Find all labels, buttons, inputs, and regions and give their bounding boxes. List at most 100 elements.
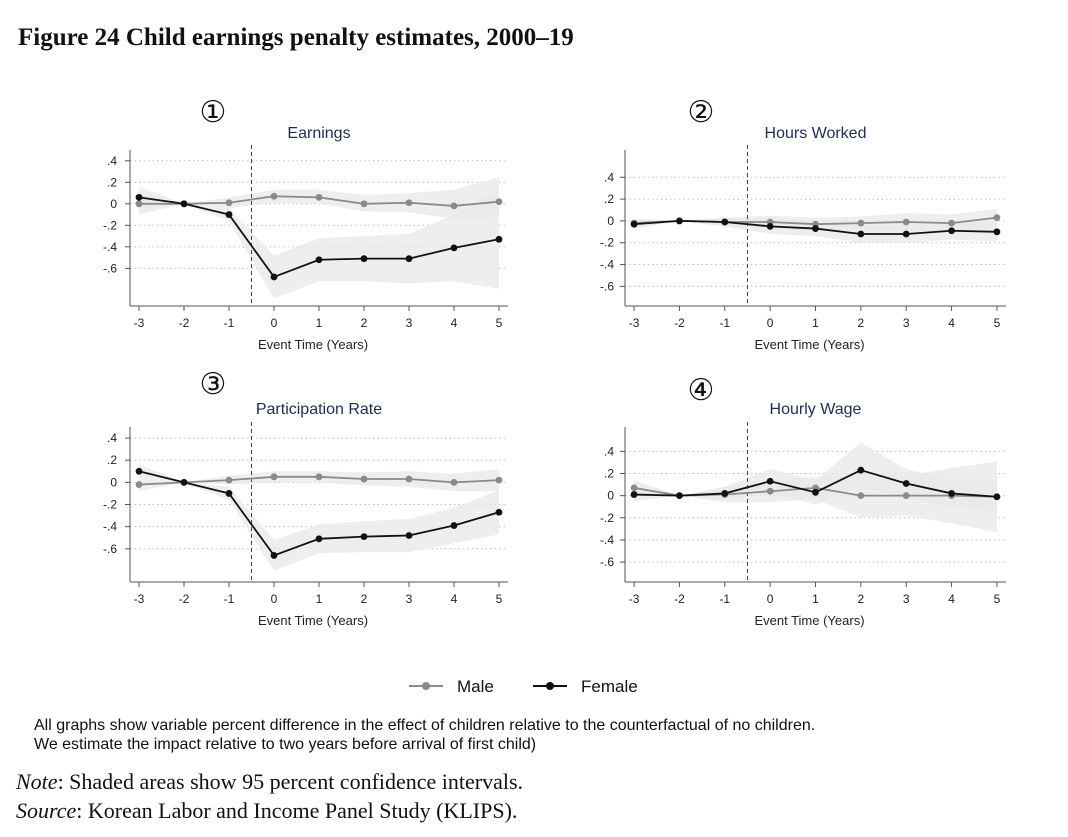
panel-4: ④ Hourly Wage .4 .2 0 -.2 -.4 -.6 -3 -2 -1 0 1 2 3 4 5 Ev… xyxy=(600,374,1006,628)
x-tick-label: 5 xyxy=(496,592,503,606)
panel-title: Hours Worked xyxy=(765,125,867,142)
y-tick-label: -.6 xyxy=(600,555,614,569)
x-tick-label: 2 xyxy=(858,592,865,606)
x-tick-label: 3 xyxy=(903,316,910,330)
source-label: Source xyxy=(16,798,77,823)
data-point-male xyxy=(225,199,233,207)
y-tick-label: -.4 xyxy=(103,520,117,534)
x-tick-label: -1 xyxy=(719,592,730,606)
data-point-female xyxy=(315,535,323,543)
data-point-female xyxy=(360,255,368,263)
y-tick-label: -.2 xyxy=(103,218,117,232)
panel-1: ① Earnings .4 .2 0 -.2 -.4 -.6 -3 -2 -1 0 1 2 3 4 5 Event… xyxy=(103,96,508,352)
x-tick-label: 4 xyxy=(948,592,955,606)
y-tick-label: 0 xyxy=(110,197,117,211)
caption: All graphs show variable percent differe… xyxy=(34,716,815,754)
y-tick-label: -.6 xyxy=(103,261,117,275)
data-point-female xyxy=(135,467,143,475)
x-axis-label: Event Time (Years) xyxy=(754,337,864,352)
y-tick-label: -.4 xyxy=(600,533,614,547)
data-point-female xyxy=(812,225,819,232)
y-tick-label: -.4 xyxy=(103,240,117,254)
x-tick-label: -3 xyxy=(629,592,640,606)
y-tick-label: -.2 xyxy=(103,498,117,512)
x-tick-label: 3 xyxy=(406,592,413,606)
data-point-female xyxy=(450,244,458,252)
x-tick-label: -3 xyxy=(134,316,145,330)
x-tick-label: 1 xyxy=(812,316,819,330)
data-point-female xyxy=(857,466,865,474)
figure-title: Figure 24 Child earnings penalty estimat… xyxy=(18,24,574,51)
data-point-female xyxy=(495,235,503,243)
caption-line-1: All graphs show variable percent differe… xyxy=(34,717,816,734)
data-point-male xyxy=(135,200,143,208)
y-tick-label: 0 xyxy=(607,214,614,228)
data-point-female xyxy=(450,522,458,529)
data-point-female xyxy=(948,227,955,235)
data-point-male xyxy=(766,487,774,495)
data-point-male xyxy=(360,475,368,483)
x-axis-label: Event Time (Years) xyxy=(258,337,368,352)
y-tick-label: -.2 xyxy=(600,236,614,250)
data-point-female xyxy=(993,493,1001,501)
data-point-female xyxy=(902,480,910,487)
x-tick-label: -2 xyxy=(674,316,685,330)
note-text: : Shaded areas show 95 percent confidenc… xyxy=(57,769,524,794)
y-tick-label: .4 xyxy=(107,154,117,168)
x-tick-label: -3 xyxy=(629,316,640,330)
x-tick-label: -2 xyxy=(179,316,190,330)
notes: Note: Shaded areas show 95 percent confi… xyxy=(16,767,523,825)
x-tick-label: 2 xyxy=(361,316,368,330)
y-tick-label: .2 xyxy=(604,467,614,481)
x-tick-label: 4 xyxy=(451,592,458,606)
data-point-female xyxy=(766,477,774,485)
data-point-male xyxy=(857,492,865,500)
note-label: Note xyxy=(16,769,58,794)
data-point-female xyxy=(270,552,278,559)
x-tick-label: -2 xyxy=(674,592,685,606)
y-tick-label: -.2 xyxy=(600,511,614,525)
panel-number-marker: ② xyxy=(688,96,715,129)
x-tick-label: 1 xyxy=(316,316,323,330)
y-tick-label: -.6 xyxy=(600,279,614,293)
data-point-female xyxy=(495,508,503,516)
x-tick-label: -1 xyxy=(719,316,730,330)
data-point-female xyxy=(225,211,233,218)
y-tick-label: .4 xyxy=(107,431,117,445)
data-point-female xyxy=(630,220,638,228)
x-tick-label: 4 xyxy=(948,316,955,330)
data-point-male xyxy=(450,478,458,486)
x-tick-label: 0 xyxy=(271,316,278,330)
data-point-male xyxy=(630,484,638,492)
data-point-male xyxy=(495,198,503,206)
y-tick-label: -.4 xyxy=(600,258,614,272)
data-point-female xyxy=(405,532,413,539)
caption-line-2: We estimate the impact relative to two y… xyxy=(34,736,537,753)
y-tick-label: 0 xyxy=(110,475,117,489)
x-tick-label: -3 xyxy=(134,592,145,606)
x-tick-label: -2 xyxy=(179,592,190,606)
data-point-female xyxy=(948,490,955,497)
note-line: Note: Shaded areas show 95 percent confi… xyxy=(16,767,523,796)
source-line: Source: Korean Labor and Income Panel St… xyxy=(16,796,523,825)
panel-title: Hourly Wage xyxy=(770,401,862,418)
data-point-female xyxy=(405,255,413,263)
y-tick-label: .2 xyxy=(107,453,117,467)
data-point-female xyxy=(180,478,188,486)
x-tick-label: -1 xyxy=(224,592,235,606)
data-point-female xyxy=(766,222,774,230)
data-point-male xyxy=(450,202,458,210)
x-tick-label: 0 xyxy=(271,592,278,606)
data-point-male xyxy=(270,192,278,200)
data-point-female xyxy=(360,533,368,541)
y-tick-label: .2 xyxy=(604,192,614,206)
x-tick-label: -1 xyxy=(224,316,235,330)
data-point-male xyxy=(315,473,323,481)
data-point-male xyxy=(405,199,413,207)
data-point-female xyxy=(630,491,638,498)
panel-title: Earnings xyxy=(287,125,350,142)
panel-2: ② Hours Worked .4 .2 0 -.2 -.4 -.6 -3 -2 -1 0 1 2 3 4 5 E… xyxy=(600,96,1006,352)
panel-3: ③ Participation Rate .4 .2 0 -.2 -.4 -.6 -3 -2 -1 0… xyxy=(103,368,508,628)
data-point-female xyxy=(180,200,188,208)
